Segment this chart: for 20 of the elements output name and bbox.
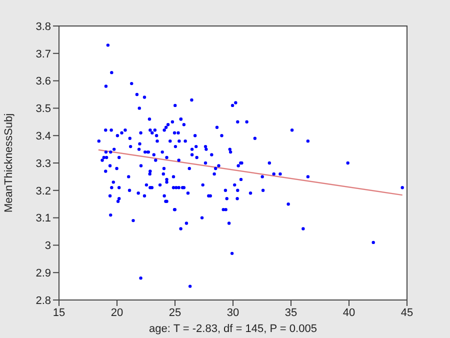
y-tick-label: 3.1: [36, 212, 51, 225]
x-tick-label: 45: [400, 306, 414, 319]
y-tick-label: 3.6: [36, 76, 51, 88]
x-tick-label: 20: [110, 306, 124, 319]
x-tick-label: 35: [284, 306, 298, 319]
y-tick-label: 3.4: [36, 130, 51, 143]
y-tick-label: 3.3: [36, 158, 51, 170]
x-tick-label: 15: [52, 306, 66, 319]
x-tick-label: 30: [226, 306, 240, 319]
y-tick-label: 2.8: [36, 294, 51, 307]
y-tick-label: 3: [44, 240, 51, 252]
x-tick-label: 40: [342, 306, 356, 319]
y-tick-label: 3.7: [36, 48, 51, 60]
y-tick-label: 2.9: [36, 268, 51, 280]
y-axis-title: MeanThicknessSubj: [2, 113, 15, 213]
y-tick-label: 3.5: [36, 103, 51, 116]
x-tick-label: 25: [168, 306, 182, 319]
x-axis-title: age: T = -2.83, df = 145, P = 0.005: [149, 323, 317, 335]
y-tick-label: 3.2: [36, 185, 51, 198]
y-tick-label: 3.8: [36, 20, 51, 33]
